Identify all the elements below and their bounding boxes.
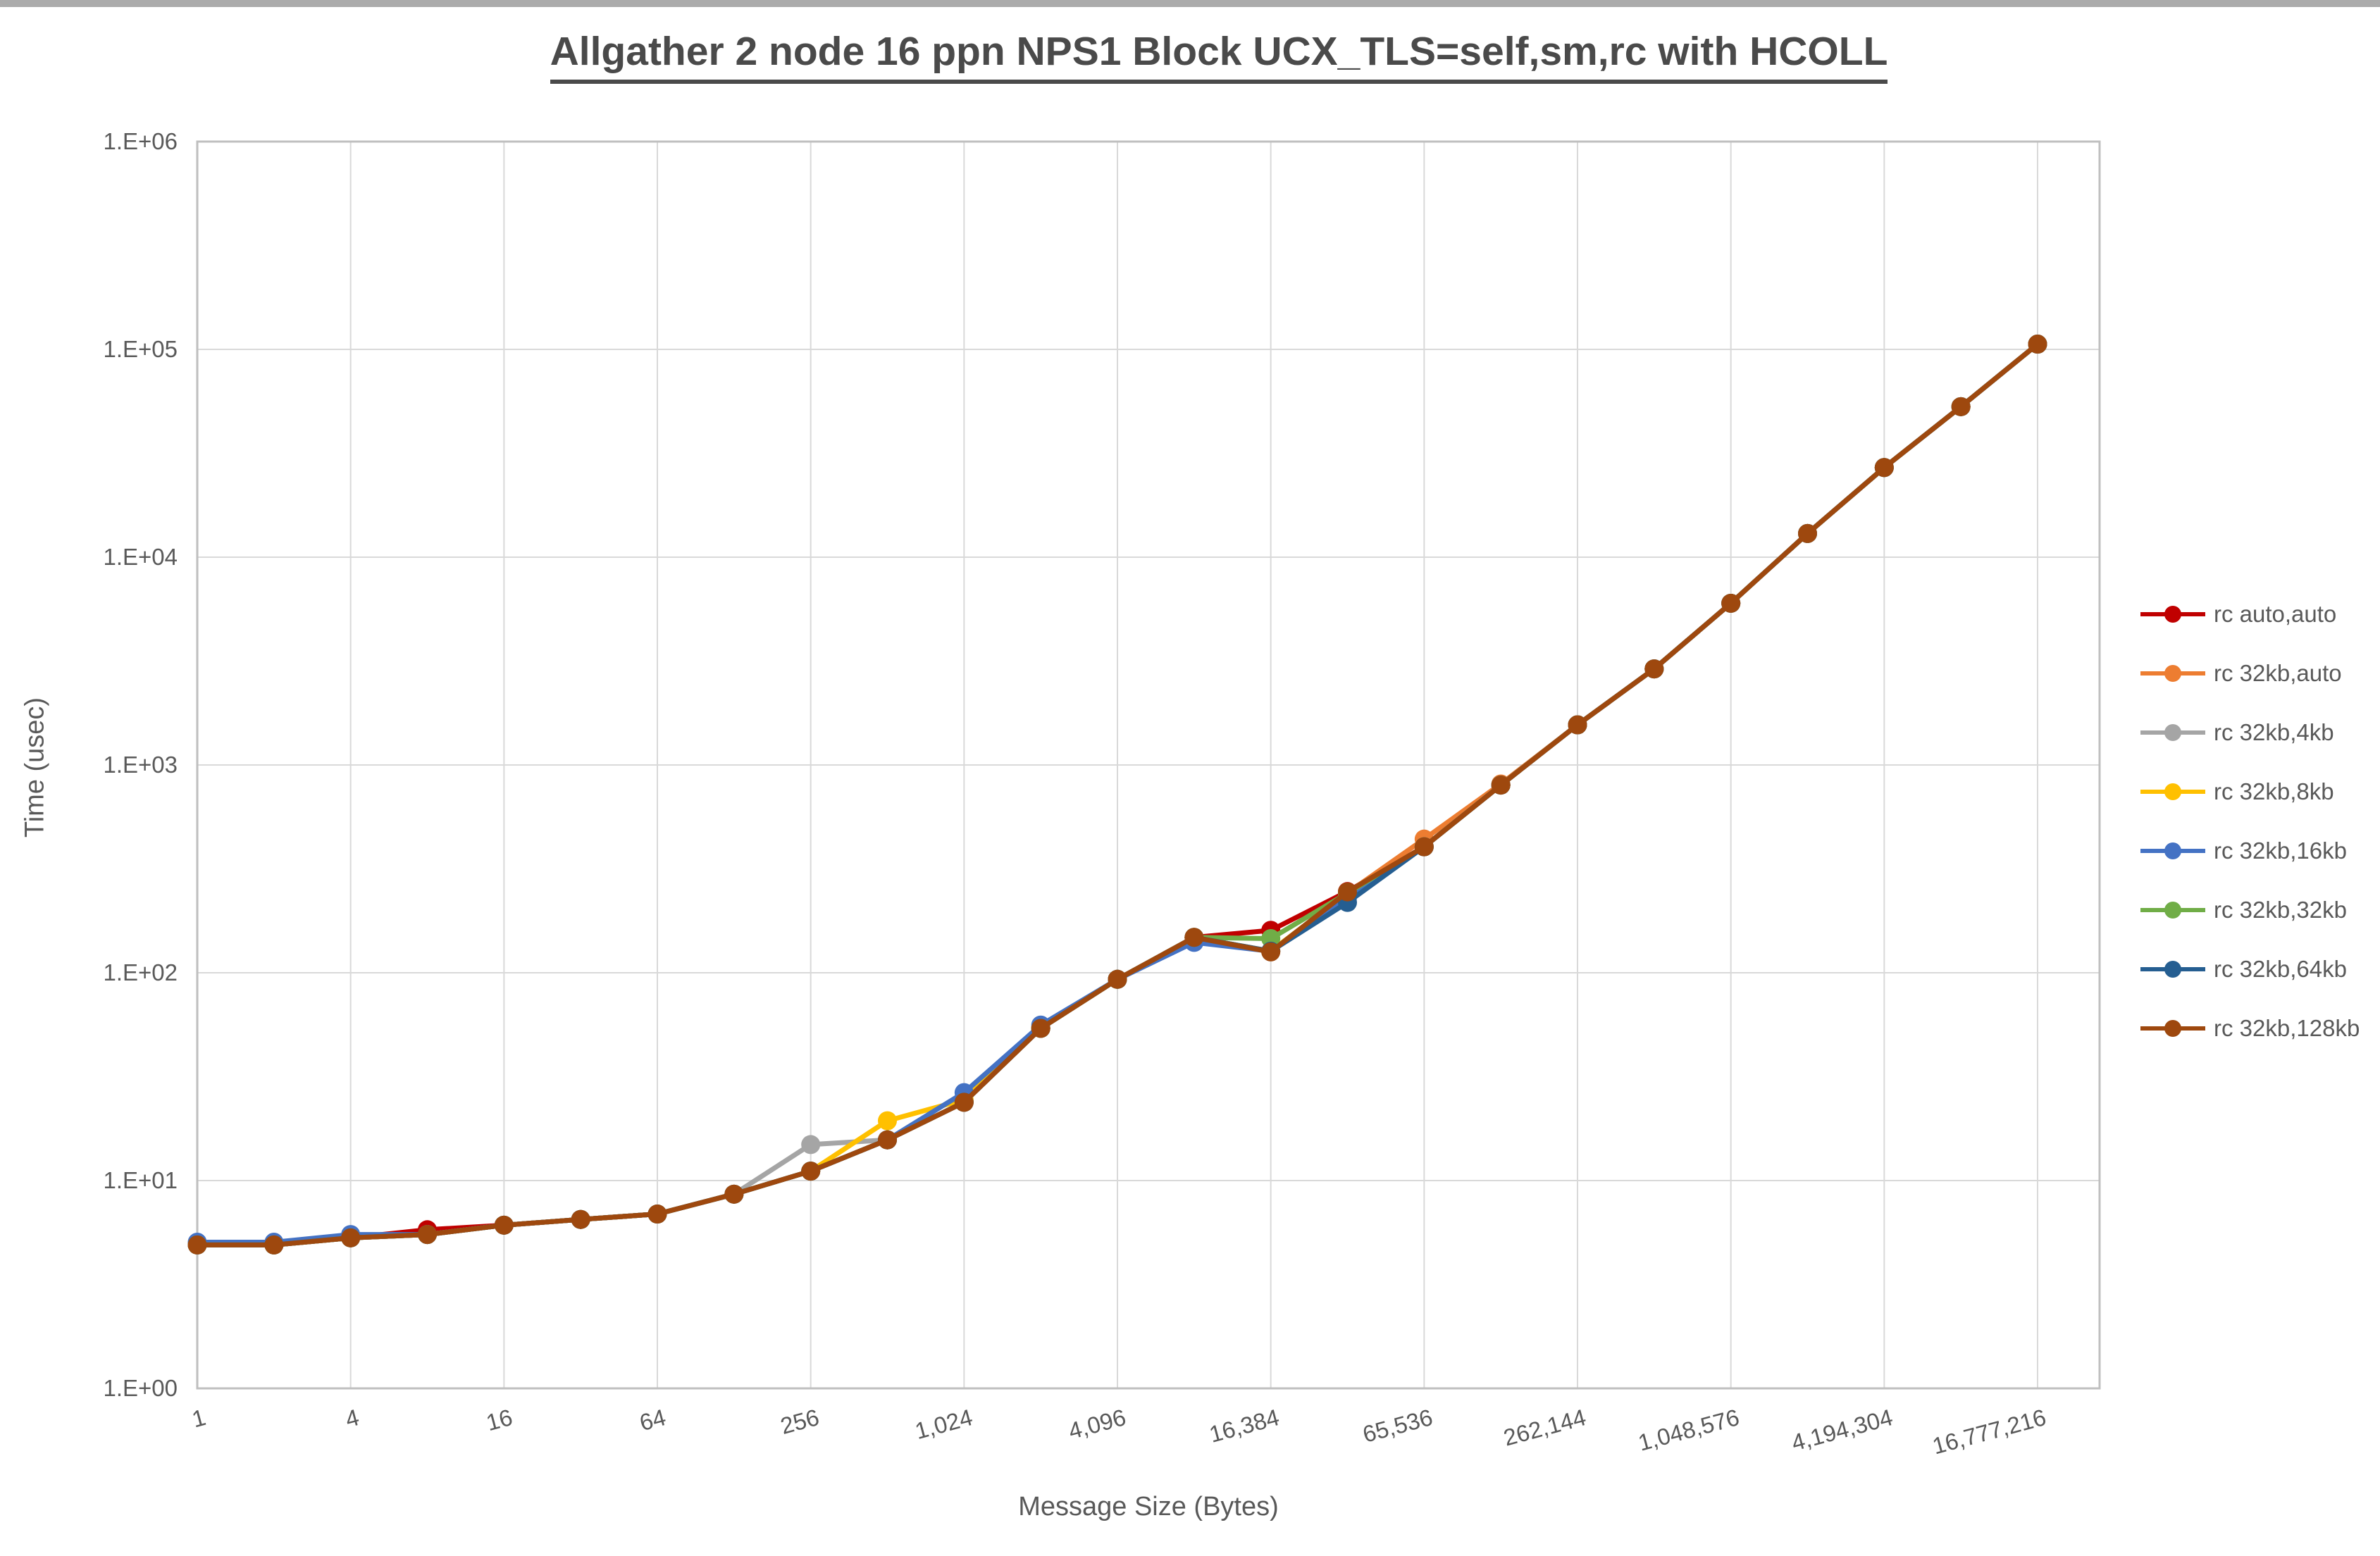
series-marker <box>1874 458 1894 478</box>
x-tick-label: 65,536 <box>1360 1404 1435 1448</box>
y-tick-label: 1.E+04 <box>103 544 178 570</box>
series-marker <box>1951 397 1971 416</box>
x-tick-label: 16 <box>483 1404 515 1436</box>
legend-item: rc 32kb,8kb <box>2139 778 2334 804</box>
legend-marker <box>2140 961 2205 978</box>
legend-item: rc 32kb,128kb <box>2139 1015 2360 1041</box>
y-tick-label: 1.E+06 <box>103 128 178 154</box>
legend-label: rc 32kb,64kb <box>2214 956 2347 982</box>
legend-item: rc 32kb,4kb <box>2139 719 2334 745</box>
legend-item: rc 32kb,auto <box>2139 660 2342 686</box>
series-marker <box>954 1093 974 1112</box>
x-axis-title: Message Size (Bytes) <box>1018 1492 1279 1521</box>
x-tick-label: 4 <box>342 1404 361 1432</box>
series-marker <box>1184 928 1204 947</box>
legend-marker <box>2140 1020 2205 1037</box>
legend-label: rc 32kb,128kb <box>2214 1015 2360 1041</box>
plot-border <box>196 140 2101 1390</box>
series-marker <box>1261 942 1281 961</box>
x-tick-label: 256 <box>778 1404 822 1439</box>
series-marker <box>1108 969 1127 989</box>
series-marker <box>264 1235 284 1255</box>
legend-label: rc auto,auto <box>2214 601 2337 627</box>
x-tick-label: 262,144 <box>1501 1404 1589 1451</box>
chart-title: Allgather 2 node 16 ppn NPS1 Block UCX_T… <box>56 28 2380 84</box>
series-marker <box>418 1225 437 1245</box>
series-marker <box>187 1235 207 1255</box>
series-marker <box>878 1130 897 1150</box>
series-marker <box>724 1184 744 1204</box>
legend-marker <box>2140 606 2205 623</box>
legend-label: rc 32kb,8kb <box>2214 778 2334 804</box>
x-tick-label: 64 <box>637 1404 669 1436</box>
legend-item: rc auto,auto <box>2139 601 2337 627</box>
legend-label: rc 32kb,4kb <box>2214 719 2334 745</box>
series-marker <box>801 1135 821 1154</box>
series-marker <box>1568 715 1587 735</box>
legend-item: rc 32kb,16kb <box>2139 838 2347 864</box>
legend-label: rc 32kb,32kb <box>2214 897 2347 923</box>
series-marker <box>1491 776 1511 795</box>
x-tick-label: 4,194,304 <box>1789 1404 1895 1456</box>
y-tick-label: 1.E+05 <box>103 336 178 362</box>
legend-marker <box>2140 902 2205 919</box>
legend-label: rc 32kb,16kb <box>2214 838 2347 864</box>
series-marker <box>1414 837 1434 857</box>
series-marker <box>571 1209 590 1229</box>
x-tick-label: 1,024 <box>912 1404 975 1444</box>
series-marker <box>801 1162 821 1181</box>
legend-item: rc 32kb,64kb <box>2139 956 2347 982</box>
series-marker <box>647 1205 667 1224</box>
y-tick-label: 1.E+01 <box>103 1167 178 1193</box>
series-marker <box>2028 335 2047 354</box>
y-tick-label: 1.E+02 <box>103 959 178 985</box>
legend-marker <box>2140 842 2205 859</box>
x-tick-label: 4,096 <box>1065 1404 1128 1444</box>
legend-marker <box>2140 783 2205 800</box>
series-marker <box>1031 1019 1050 1038</box>
legend-item: rc 32kb,32kb <box>2139 897 2347 923</box>
window-top-border <box>0 0 2380 7</box>
legend-marker <box>2140 665 2205 682</box>
y-tick-label: 1.E+03 <box>103 752 178 778</box>
series-marker <box>1338 882 1357 902</box>
series-marker <box>494 1215 514 1235</box>
legend-label: rc 32kb,auto <box>2214 660 2342 686</box>
chart-title-text: Allgather 2 node 16 ppn NPS1 Block UCX_T… <box>550 29 1888 84</box>
series-marker <box>341 1228 361 1247</box>
y-tick-label: 1.E+00 <box>103 1375 178 1401</box>
series-marker <box>1798 523 1817 543</box>
x-tick-label: 16,777,216 <box>1930 1404 2049 1459</box>
series-marker <box>1721 593 1741 613</box>
x-tick-label: 1 <box>190 1404 209 1432</box>
legend-marker <box>2140 724 2205 741</box>
series-marker <box>878 1111 897 1131</box>
x-tick-label: 16,384 <box>1206 1404 1282 1448</box>
series-marker <box>1644 659 1664 679</box>
x-tick-label: 1,048,576 <box>1635 1404 1742 1456</box>
y-axis-title: Time (usec) <box>20 697 50 838</box>
